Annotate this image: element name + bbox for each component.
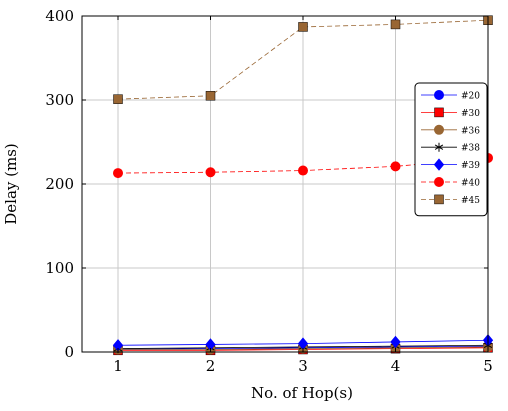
legend: #20 #30 #36 #38 #39 #40 #45: [414, 82, 488, 217]
legend-marker: [434, 107, 444, 118]
legend-marker: [433, 158, 445, 171]
data-point: [113, 168, 123, 179]
legend-label: #40: [461, 179, 480, 189]
y-tick-label: 100: [45, 259, 74, 277]
series-line-7: [117, 19, 489, 100]
y-axis-label: Delay (ms): [2, 143, 20, 225]
x-tick-label: 2: [206, 357, 216, 375]
legend-marker: [434, 90, 444, 100]
data-point: [205, 167, 216, 178]
x-tick-label: 5: [483, 357, 493, 375]
data-point: [390, 19, 401, 30]
data-point: [113, 94, 123, 104]
legend-label: #45: [461, 196, 480, 206]
y-axis-tick-labels: 0 100 200 300 400: [45, 7, 74, 361]
legend-label: #30: [461, 109, 480, 119]
data-point: [298, 22, 308, 32]
legend-label: #39: [461, 161, 480, 171]
x-axis-tick-labels: 1 2 3 4 5: [113, 357, 493, 375]
x-tick-label: 4: [391, 357, 401, 375]
legend-marker: [434, 124, 444, 135]
legend-label: #38: [461, 144, 480, 154]
y-tick-label: 200: [45, 175, 74, 193]
x-tick-label: 1: [113, 357, 123, 375]
y-tick-label: 0: [64, 343, 74, 361]
x-tick-label: 3: [298, 357, 308, 375]
x-axis-label: No. of Hop(s): [251, 384, 353, 402]
legend-marker: [434, 194, 444, 205]
legend-box: [414, 82, 488, 217]
legend-marker: [434, 142, 444, 152]
legend-marker: [434, 177, 444, 187]
data-point: [205, 91, 216, 101]
y-tick-label: 300: [45, 91, 74, 109]
y-tick-label: 400: [45, 7, 74, 25]
data-point: [390, 161, 401, 172]
data-point: [298, 165, 308, 176]
legend-label: #20: [461, 92, 480, 102]
legend-label: #36: [461, 126, 480, 136]
data-point: [390, 335, 401, 349]
